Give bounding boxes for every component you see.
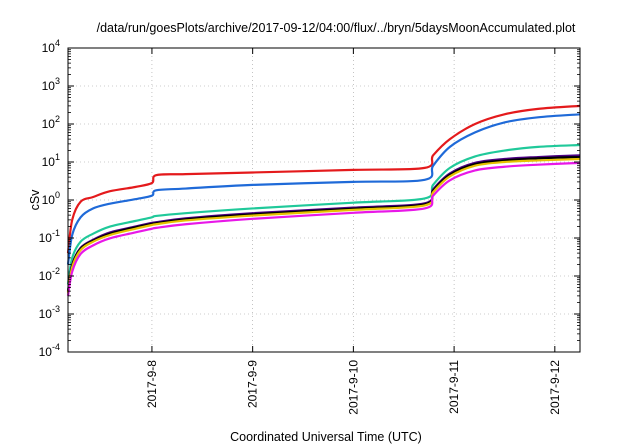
y-tick-exponent: 3 [55, 76, 60, 86]
y-tick-exponent: -1 [52, 228, 60, 238]
y-tick-label: 10-2 [39, 266, 60, 283]
series-line-1 [66, 104, 581, 254]
y-tick-exponent: 1 [55, 152, 60, 162]
series-lines [66, 104, 581, 297]
y-tick-label: 103 [42, 76, 60, 93]
y-tick-label: 10-1 [39, 228, 60, 245]
y-tick-exponent: 2 [55, 114, 60, 124]
series-line-2 [66, 113, 581, 265]
y-axis-label: cSv [28, 189, 42, 211]
x-tick-label: 2017-9-8 [145, 360, 159, 408]
y-tick-label: 101 [42, 152, 60, 169]
chart-title: /data/run/goesPlots/archive/2017-09-12/0… [97, 21, 576, 35]
y-tick-exponent: -3 [52, 304, 60, 314]
y-tick-exponent: -2 [52, 266, 60, 276]
y-tick-label: 104 [42, 38, 60, 55]
y-tick-base: 10 [42, 79, 56, 93]
y-tick-base: 10 [42, 193, 56, 207]
y-tick-base: 10 [39, 231, 53, 245]
y-tick-label: 100 [42, 190, 60, 207]
x-tick-labels: 2017-9-8 2017-9-9 2017-9-10 2017-9-11 2017-9… [145, 360, 562, 415]
y-tick-base: 10 [42, 41, 56, 55]
x-tick-label: 2017-9-9 [246, 360, 260, 408]
x-tick-label: 2017-9-12 [548, 360, 562, 415]
y-tick-base: 10 [42, 117, 56, 131]
series-line-4 [66, 154, 581, 292]
series-line-6 [66, 157, 581, 294]
series-line-3 [66, 143, 581, 285]
y-tick-exponent: 0 [55, 190, 60, 200]
y-tick-base: 10 [42, 155, 56, 169]
x-tick-label: 2017-9-10 [346, 360, 360, 415]
series-line-5 [66, 155, 581, 293]
y-tick-label: 10-3 [39, 304, 60, 321]
series-line-7 [66, 161, 581, 297]
y-tick-base: 10 [39, 307, 53, 321]
y-tick-exponent: -4 [52, 342, 60, 352]
axis-ticks [68, 47, 580, 353]
y-tick-base: 10 [39, 345, 53, 359]
y-tick-base: 10 [39, 269, 53, 283]
y-tick-exponent: 4 [55, 38, 60, 48]
grid-lines [68, 47, 580, 353]
y-tick-label: 102 [42, 114, 60, 131]
y-tick-label: 10-4 [39, 342, 60, 359]
x-axis-label: Coordinated Universal Time (UTC) [230, 430, 422, 444]
x-tick-label: 2017-9-11 [447, 360, 461, 414]
